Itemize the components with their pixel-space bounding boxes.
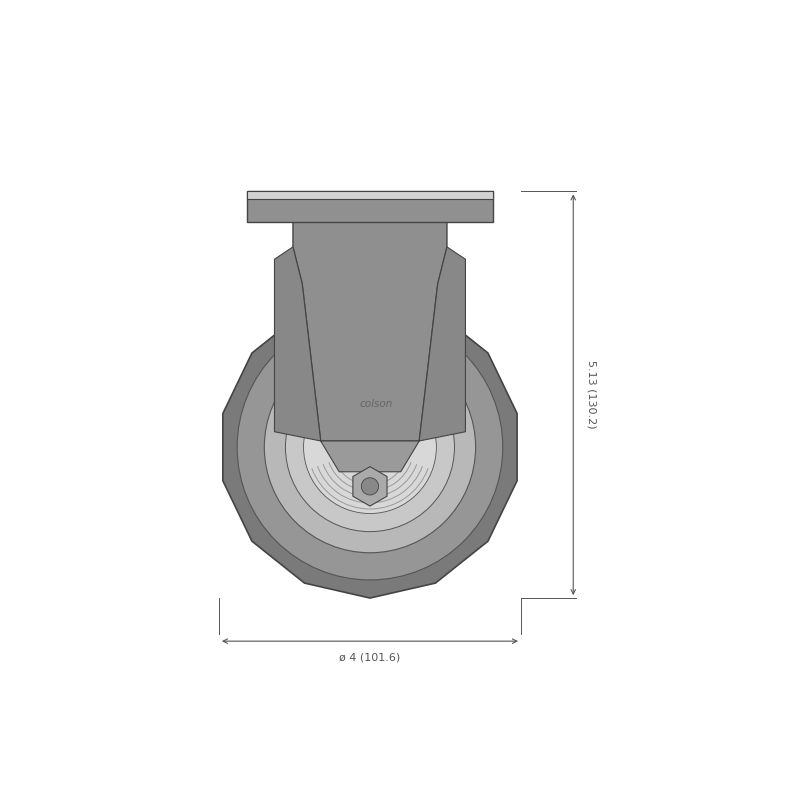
Polygon shape (293, 222, 447, 441)
Bar (246, 191, 493, 222)
Text: colson: colson (359, 399, 393, 409)
Text: 5.13 (130.2): 5.13 (130.2) (586, 361, 597, 429)
Circle shape (286, 362, 454, 532)
Circle shape (303, 381, 436, 514)
Polygon shape (321, 441, 419, 472)
Polygon shape (353, 466, 387, 506)
Polygon shape (274, 247, 321, 441)
Bar (246, 191, 493, 199)
Circle shape (237, 314, 502, 580)
Circle shape (264, 342, 476, 553)
Text: ø 4 (101.6): ø 4 (101.6) (339, 652, 401, 662)
Circle shape (362, 478, 378, 495)
Polygon shape (419, 247, 466, 441)
Polygon shape (223, 296, 517, 598)
